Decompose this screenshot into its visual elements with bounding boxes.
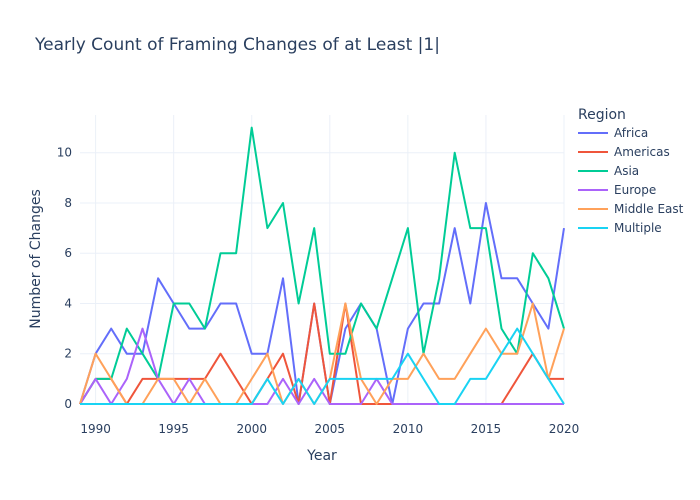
legend-label: Europe: [614, 183, 656, 197]
y-tick-label: 0: [64, 397, 72, 411]
legend-label: Multiple: [614, 221, 662, 235]
chart-title: Yearly Count of Framing Changes of at Le…: [34, 35, 440, 55]
y-tick-label: 2: [64, 347, 72, 361]
x-axis-title: Year: [306, 448, 337, 464]
legend-label: Africa: [614, 126, 648, 140]
legend-label: Americas: [614, 145, 670, 159]
series-line-multiple: [80, 327, 565, 405]
legend-label: Middle East: [614, 202, 684, 216]
x-tick-label: 2015: [471, 422, 502, 436]
legend-label: Asia: [614, 164, 639, 178]
legend-title: Region: [578, 107, 626, 123]
y-tick-label: 10: [57, 146, 72, 160]
y-tick-label: 6: [64, 246, 72, 260]
x-tick-label: 1995: [158, 422, 189, 436]
x-axis-ticks: 1990 1995 2000 2005 2010 2015 2020: [80, 422, 579, 436]
x-tick-label: 2010: [393, 422, 424, 436]
x-tick-label: 2020: [549, 422, 580, 436]
y-axis-title: Number of Changes: [28, 189, 44, 329]
x-tick-label: 2005: [315, 422, 346, 436]
x-tick-label: 2000: [236, 422, 267, 436]
series-line-asia: [79, 126, 565, 405]
legend: Region Africa Americas Asia Europe Middle Ea…: [578, 107, 684, 235]
x-tick-label: 1990: [80, 422, 111, 436]
y-tick-label: 8: [64, 196, 72, 210]
y-tick-label: 4: [64, 296, 72, 310]
y-axis-ticks: 0 2 4 6 8 10: [57, 146, 72, 411]
series-lines: [79, 126, 565, 405]
